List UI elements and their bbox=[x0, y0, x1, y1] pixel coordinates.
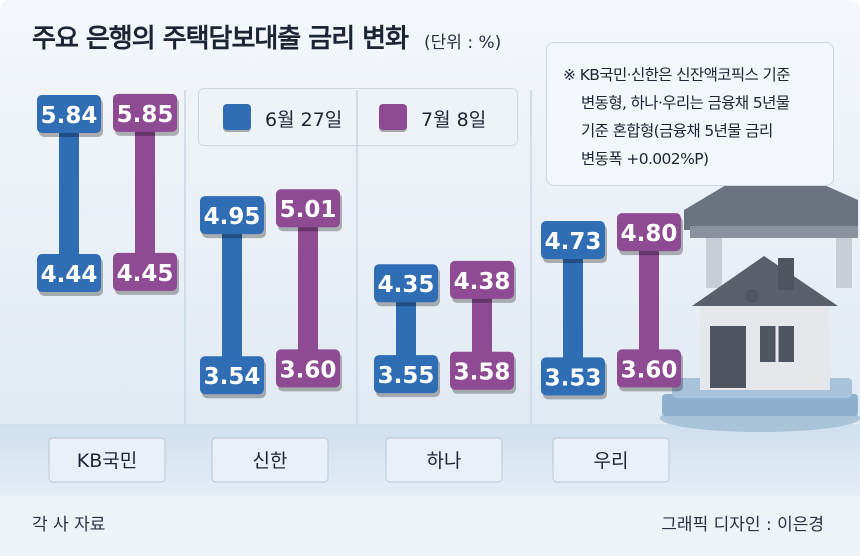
value-box bbox=[276, 349, 340, 388]
data-label: 4.38 bbox=[454, 269, 511, 295]
category-label: 하나 bbox=[427, 450, 462, 472]
value-box bbox=[617, 213, 681, 252]
range-bar bbox=[135, 112, 155, 272]
value-box bbox=[450, 351, 514, 390]
value-box bbox=[200, 196, 264, 235]
range-bar bbox=[222, 215, 242, 376]
note-line: 기준 혼합형(금융채 5년물 금리 bbox=[581, 122, 773, 140]
value-box bbox=[37, 94, 101, 133]
note-line: ※ KB국민·신한은 신잔액코픽스 기준 bbox=[563, 66, 790, 84]
data-label: 3.60 bbox=[280, 357, 337, 383]
data-label: 5.01 bbox=[280, 197, 337, 223]
data-label: 5.85 bbox=[117, 102, 174, 128]
range-bar bbox=[563, 240, 583, 377]
data-label: 3.55 bbox=[378, 363, 435, 389]
credit-label: 그래픽 디자인 : 이은경 bbox=[661, 515, 824, 535]
value-box bbox=[200, 356, 264, 395]
data-label: 4.80 bbox=[621, 221, 678, 247]
value-box bbox=[541, 221, 605, 260]
data-label: 4.45 bbox=[117, 261, 174, 287]
data-label: 5.84 bbox=[41, 103, 98, 129]
chart-title: 주요 은행의 주택담보대출 금리 변화 bbox=[32, 24, 409, 54]
value-box bbox=[617, 349, 681, 388]
category-box bbox=[552, 437, 670, 483]
category-label: KB국민 bbox=[77, 450, 137, 472]
data-label: 4.73 bbox=[545, 229, 602, 255]
category-box bbox=[48, 437, 166, 483]
range-bar bbox=[59, 113, 79, 274]
category-label: 신한 bbox=[253, 450, 288, 472]
value-box bbox=[374, 355, 438, 394]
data-label: 3.58 bbox=[454, 360, 511, 386]
range-bar bbox=[298, 208, 318, 369]
note-line: 변동폭 +0.002%P) bbox=[581, 150, 709, 168]
legend-swatch-series-2 bbox=[379, 104, 407, 130]
legend-swatch-series-1 bbox=[223, 104, 251, 130]
house-illustration bbox=[660, 160, 860, 432]
category-box bbox=[385, 437, 503, 483]
value-box bbox=[541, 357, 605, 396]
value-box bbox=[113, 252, 177, 291]
data-label: 4.44 bbox=[41, 262, 98, 288]
data-label: 3.53 bbox=[545, 365, 602, 391]
category-label: 우리 bbox=[594, 450, 629, 472]
data-label: 3.60 bbox=[621, 357, 678, 383]
unit-label: (단위 : %) bbox=[424, 33, 502, 53]
legend-label-series-1: 6월 27일 bbox=[265, 109, 343, 131]
value-box bbox=[276, 189, 340, 228]
category-box bbox=[211, 437, 329, 483]
range-bar bbox=[396, 283, 416, 375]
legend-label-series-2: 7월 8일 bbox=[421, 109, 487, 131]
legend: 6월 27일 7월 8일 bbox=[198, 88, 518, 146]
data-label: 4.95 bbox=[204, 204, 261, 230]
data-label: 4.35 bbox=[378, 272, 435, 298]
note-box: ※ KB국민·신한은 신잔액코픽스 기준 변동형, 하나·우리는 금융채 5년물… bbox=[546, 42, 834, 186]
source-label: 각 사 자료 bbox=[32, 515, 106, 535]
range-bar bbox=[472, 279, 492, 371]
note-line: 변동형, 하나·우리는 금융채 5년물 bbox=[581, 94, 790, 112]
value-box bbox=[37, 254, 101, 292]
value-box bbox=[374, 264, 438, 303]
data-label: 3.54 bbox=[204, 364, 261, 390]
value-box bbox=[113, 93, 177, 132]
range-bar bbox=[639, 232, 659, 369]
value-box bbox=[450, 260, 514, 299]
